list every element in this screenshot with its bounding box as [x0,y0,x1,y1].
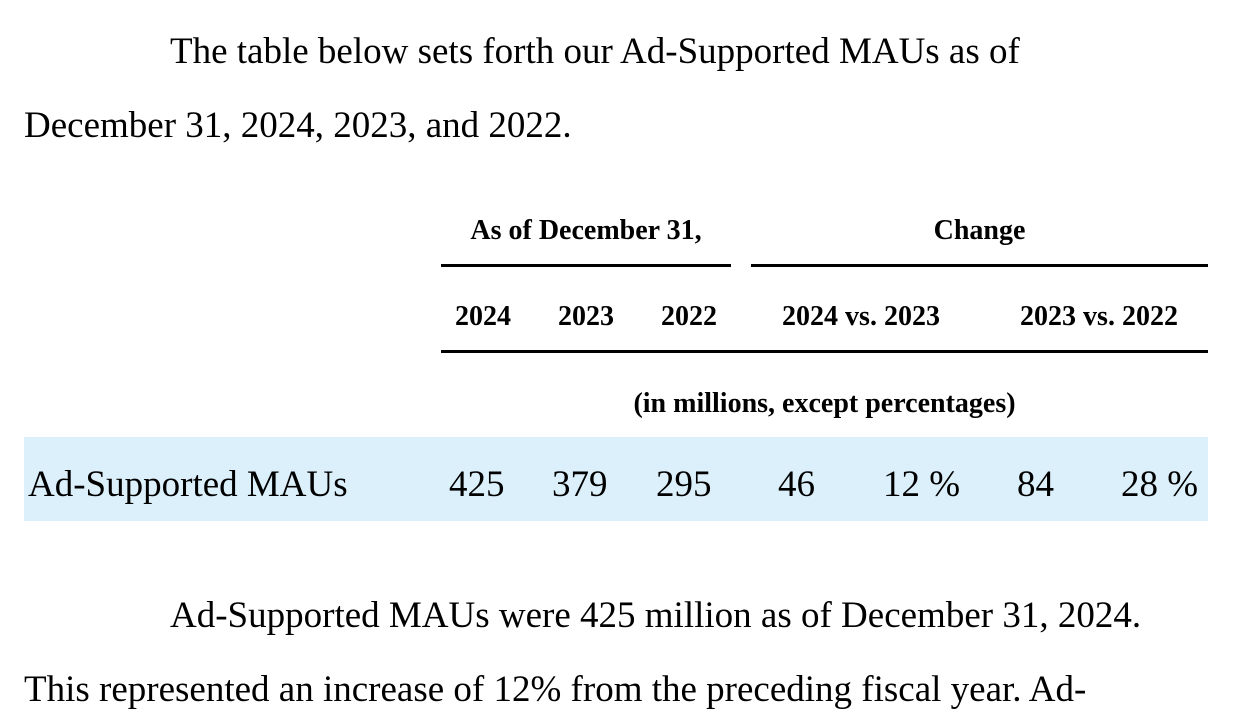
cell-2024: 425 [449,464,505,505]
col-header-2024: 2024 [455,301,511,332]
intro-line-2: December 31, 2024, 2023, and 2022. [24,105,572,146]
cell-change-2023-vs-2022-abs: 84 [1017,464,1054,505]
col-header-2023: 2023 [558,301,614,332]
row-label: Ad-Supported MAUs [28,464,348,505]
col-header-change-2024-vs-2023: 2024 vs. 2023 [782,301,940,332]
header-rule [441,350,1208,353]
group-rule-left [441,264,731,267]
body-paragraph: Ad-Supported MAUs were 425 million as of… [24,579,1224,727]
cell-change-2024-vs-2023-abs: 46 [778,464,815,505]
units-note: (in millions, except percentages) [633,388,1016,419]
group-rule-right [751,264,1208,267]
group-header-change: Change [933,215,1026,246]
body-line-1-text: Ad-Supported MAUs were 425 million as of… [170,595,1142,636]
table-row [24,437,1208,521]
group-header-as-of: As of December 31, [470,215,702,246]
col-header-2022: 2022 [661,301,717,332]
cell-2023: 379 [552,464,608,505]
body-line-1: Ad-Supported MAUs were 425 million as of… [24,579,1224,653]
cell-change-2023-vs-2022-pct: 28 % [1121,464,1199,505]
col-header-change-2023-vs-2022: 2023 vs. 2022 [1020,301,1178,332]
intro-line-1: The table below sets forth our Ad-Suppor… [24,15,1224,89]
cell-change-2024-vs-2023-pct: 12 % [883,464,961,505]
body-line-2: This represented an increase of 12% from… [24,669,1087,710]
cell-2022: 295 [656,464,712,505]
intro-paragraph: The table below sets forth our Ad-Suppor… [24,15,1224,163]
intro-line-1-text: The table below sets forth our Ad-Suppor… [170,31,1020,72]
